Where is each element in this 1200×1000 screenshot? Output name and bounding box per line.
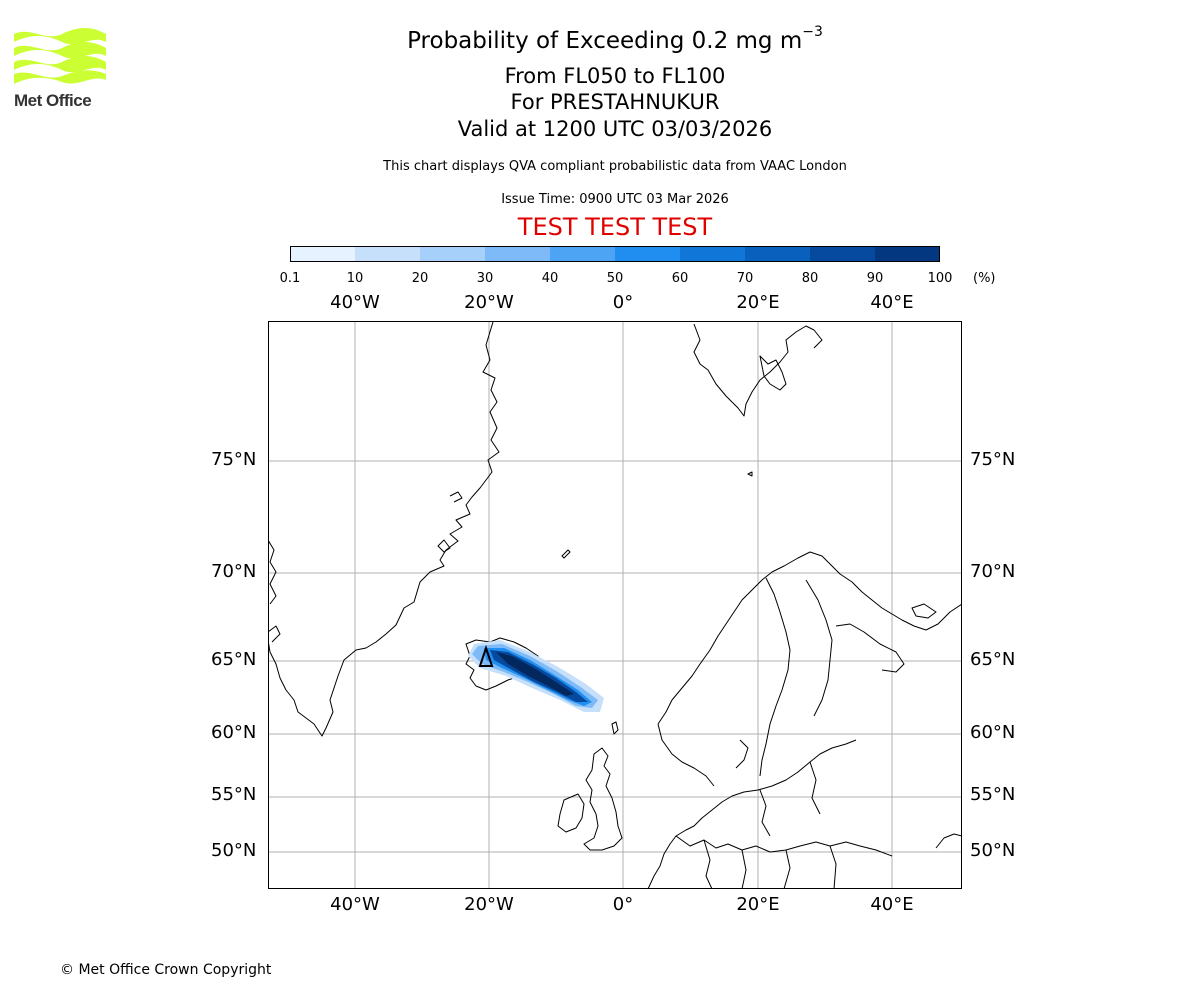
chart-title-text: Probability of Exceeding 0.2 mg m: [407, 28, 803, 54]
volcano-triangle-icon: [478, 644, 494, 667]
colorbar-tick-label: 80: [801, 271, 819, 286]
lat-label-right-65n: 65°N: [970, 649, 1016, 670]
lon-label-bottom-40w: 40°W: [330, 894, 380, 915]
colorbar-tick-label: 30: [476, 271, 494, 286]
lat-label-left-55n: 55°N: [211, 784, 257, 805]
colorbar-frame: [290, 246, 940, 262]
colorbar-tick-label: 40: [541, 271, 559, 286]
continental-europe-coast: [647, 739, 857, 889]
colorbar-tick-label: 0.1: [279, 271, 301, 286]
ireland-coast: [557, 793, 585, 833]
scandinavia-coast: [657, 551, 962, 725]
lon-label-bottom-20e: 20°E: [736, 894, 780, 915]
colorbar-segment: [875, 246, 940, 262]
colorbar-tick-label: 90: [866, 271, 884, 286]
colorbar-segment: [615, 246, 681, 262]
colorbar-unit: (%): [973, 271, 996, 286]
lat-label-left-75n: 75°N: [211, 449, 257, 470]
lon-label-top-40w: 40°W: [330, 292, 380, 313]
svalbard-coast: [693, 323, 823, 417]
ash-probability-map: [268, 321, 962, 889]
test-banner: TEST TEST TEST: [517, 213, 713, 241]
colorbar-tick-label: 10: [346, 271, 364, 286]
colorbar-segment: [485, 246, 551, 262]
lat-label-right-55n: 55°N: [970, 784, 1016, 805]
chart-title-superscript: −3: [802, 24, 823, 40]
logo-text: Met Office: [14, 91, 92, 110]
lat-label-left-65n: 65°N: [211, 649, 257, 670]
volcano-name: For PRESTAHNUKUR: [510, 90, 720, 114]
chart-title: Probability of Exceeding 0.2 mg m−3: [0, 24, 1200, 54]
lat-label-right-60n: 60°N: [970, 722, 1016, 743]
lat-label-right-70n: 70°N: [970, 561, 1016, 582]
lon-label-top-40e: 40°E: [870, 292, 914, 313]
colorbar-segment: [680, 246, 746, 262]
colorbar-segment: [745, 246, 811, 262]
colorbar-tick-label: 60: [671, 271, 689, 286]
lon-label-bottom-20w: 20°W: [464, 894, 514, 915]
flight-level-range: From FL050 to FL100: [504, 64, 726, 88]
lat-label-right-75n: 75°N: [970, 449, 1016, 470]
met-office-logo: Met Office: [12, 28, 108, 114]
lat-label-left-50n: 50°N: [211, 840, 257, 861]
colorbar-segment: [290, 246, 356, 262]
lon-label-bottom-0: 0°: [612, 894, 634, 915]
colorbar-segment: [355, 246, 421, 262]
colorbar-tick-label: 50: [606, 271, 624, 286]
colorbar-tick-label: 70: [736, 271, 754, 286]
disclaimer-text: This chart displays QVA compliant probab…: [383, 159, 847, 174]
copyright-text: © Met Office Crown Copyright: [60, 962, 272, 978]
map-gridlines: [268, 321, 962, 889]
lat-label-left-70n: 70°N: [211, 561, 257, 582]
colorbar-tick-label: 100: [927, 271, 953, 286]
lat-label-left-60n: 60°N: [211, 722, 257, 743]
issue-time: Issue Time: 0900 UTC 03 Mar 2026: [501, 192, 729, 207]
greenland-coast: [268, 321, 500, 737]
lat-label-right-50n: 50°N: [970, 840, 1016, 861]
colorbar-segment: [420, 246, 486, 262]
colorbar-segment: [550, 246, 616, 262]
colorbar-tick-label: 20: [411, 271, 429, 286]
lon-label-bottom-40e: 40°E: [870, 894, 914, 915]
met-office-waves-logo-icon: [14, 28, 106, 84]
lon-label-top-20e: 20°E: [736, 292, 780, 313]
colorbar-segment: [810, 246, 876, 262]
great-britain-coast: [583, 747, 623, 851]
lon-label-top-20w: 20°W: [464, 292, 514, 313]
validity-time: Valid at 1200 UTC 03/03/2026: [457, 117, 773, 141]
probability-colorbar: [290, 246, 940, 262]
ash-probability-plume: [468, 640, 604, 712]
map-coastlines: [268, 321, 962, 889]
map-frame: [268, 321, 962, 889]
lon-label-top-0: 0°: [612, 292, 634, 313]
